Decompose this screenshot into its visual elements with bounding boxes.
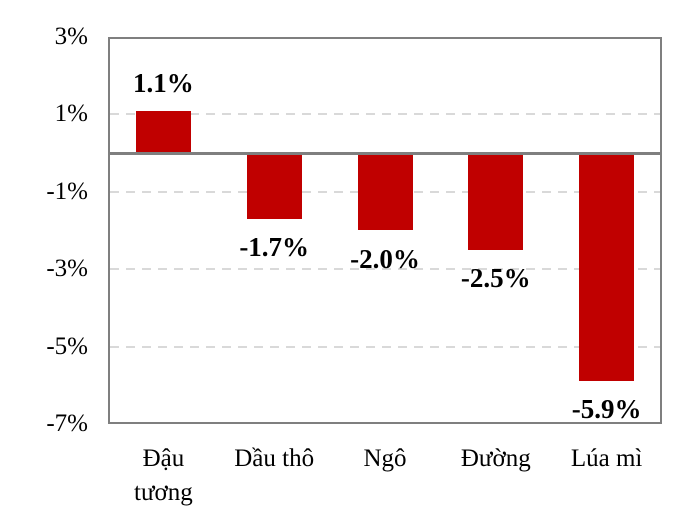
bar — [135, 110, 191, 152]
y-axis-tick-label: 3% — [54, 23, 88, 50]
gridline — [110, 268, 660, 271]
bar-value-label: -2.5% — [460, 262, 531, 293]
gridline — [110, 113, 660, 116]
bar-value-label: 1.1% — [133, 67, 194, 98]
y-axis-tick-label: 1% — [54, 100, 88, 128]
plot-area — [108, 37, 662, 424]
bar — [246, 154, 302, 219]
y-axis-tick-label: -5% — [46, 332, 88, 360]
category-label: Đậu tương — [134, 445, 193, 506]
bar — [357, 154, 413, 231]
bar — [579, 154, 635, 382]
y-axis-tick-label: -3% — [46, 255, 88, 283]
y-axis-tick-label: -1% — [46, 177, 88, 205]
bar-value-label: -1.7% — [239, 231, 310, 262]
bar-value-label: -2.0% — [350, 243, 420, 274]
category-label: Dầu thô — [234, 445, 315, 472]
y-axis-tick-label: -7% — [46, 410, 88, 437]
bar — [468, 154, 524, 250]
category-label: Ngô — [363, 445, 407, 472]
zero-axis-line — [108, 151, 662, 155]
category-label: Lúa mì — [570, 445, 643, 472]
bar-value-label: -5.9% — [571, 394, 642, 425]
gridline — [110, 345, 660, 348]
category-label: Đường — [460, 445, 531, 472]
